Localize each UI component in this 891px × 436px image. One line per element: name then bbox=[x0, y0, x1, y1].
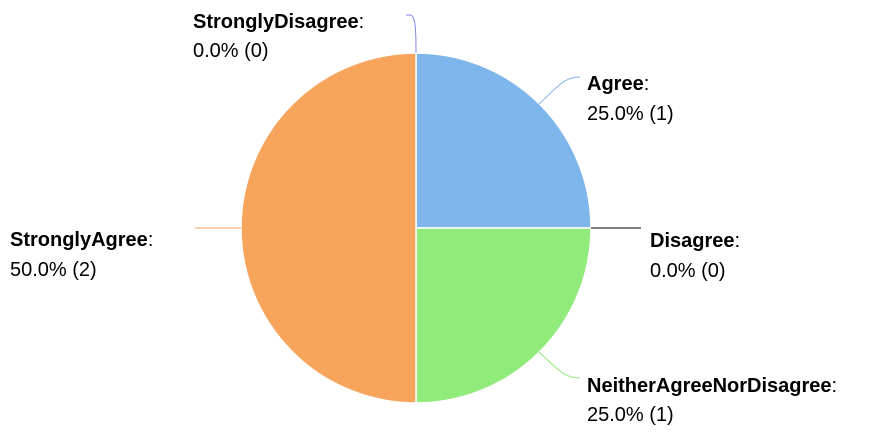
label-separator: : bbox=[148, 229, 154, 251]
slice-name-strongly-agree: StronglyAgree bbox=[10, 229, 148, 251]
slice-value-neither: 25.0% (1) bbox=[587, 404, 674, 426]
pie-slices bbox=[240, 52, 592, 404]
svg-text:StronglyDisagree:: StronglyDisagree: bbox=[193, 11, 364, 33]
slice-label-neither: NeitherAgreeNorDisagree: 25.0% (1) bbox=[587, 375, 837, 426]
slice-value-strongly-agree: 50.0% (2) bbox=[10, 259, 97, 281]
slice-label-disagree: Disagree: 0.0% (0) bbox=[650, 230, 740, 282]
slice-label-strongly-agree: StronglyAgree: 50.0% (2) bbox=[10, 229, 153, 281]
svg-text:Agree:: Agree: bbox=[587, 73, 649, 95]
slice-label-strongly-disagree: StronglyDisagree: 0.0% (0) bbox=[193, 11, 364, 62]
slice-name-neither: NeitherAgreeNorDisagree bbox=[587, 375, 832, 397]
connector-strongly-disagree bbox=[406, 14, 417, 54]
pie-slice-neither-agree-nor-disagree bbox=[415, 227, 592, 404]
label-separator: : bbox=[644, 73, 650, 95]
label-separator: : bbox=[359, 11, 365, 33]
slice-label-agree: Agree: 25.0% (1) bbox=[587, 73, 674, 125]
connector-agree bbox=[538, 76, 581, 105]
pie-slice-strongly-agree bbox=[240, 52, 417, 404]
slice-name-disagree: Disagree bbox=[650, 230, 735, 252]
slice-name-agree: Agree bbox=[587, 73, 644, 95]
pie-slice-agree bbox=[415, 52, 592, 229]
svg-text:NeitherAgreeNorDisagree:: NeitherAgreeNorDisagree: bbox=[587, 375, 837, 397]
label-separator: : bbox=[735, 230, 741, 252]
slice-value-agree: 25.0% (1) bbox=[587, 103, 674, 125]
connector-neither-agree-nor-disagree bbox=[538, 351, 581, 379]
svg-text:StronglyAgree:: StronglyAgree: bbox=[10, 229, 153, 251]
slice-name-strongly-disagree: StronglyDisagree bbox=[193, 11, 359, 33]
label-separator: : bbox=[832, 375, 838, 397]
svg-text:Disagree:: Disagree: bbox=[650, 230, 740, 252]
label-connectors bbox=[195, 14, 641, 379]
slice-value-strongly-disagree: 0.0% (0) bbox=[193, 40, 269, 62]
slice-value-disagree: 0.0% (0) bbox=[650, 260, 726, 282]
